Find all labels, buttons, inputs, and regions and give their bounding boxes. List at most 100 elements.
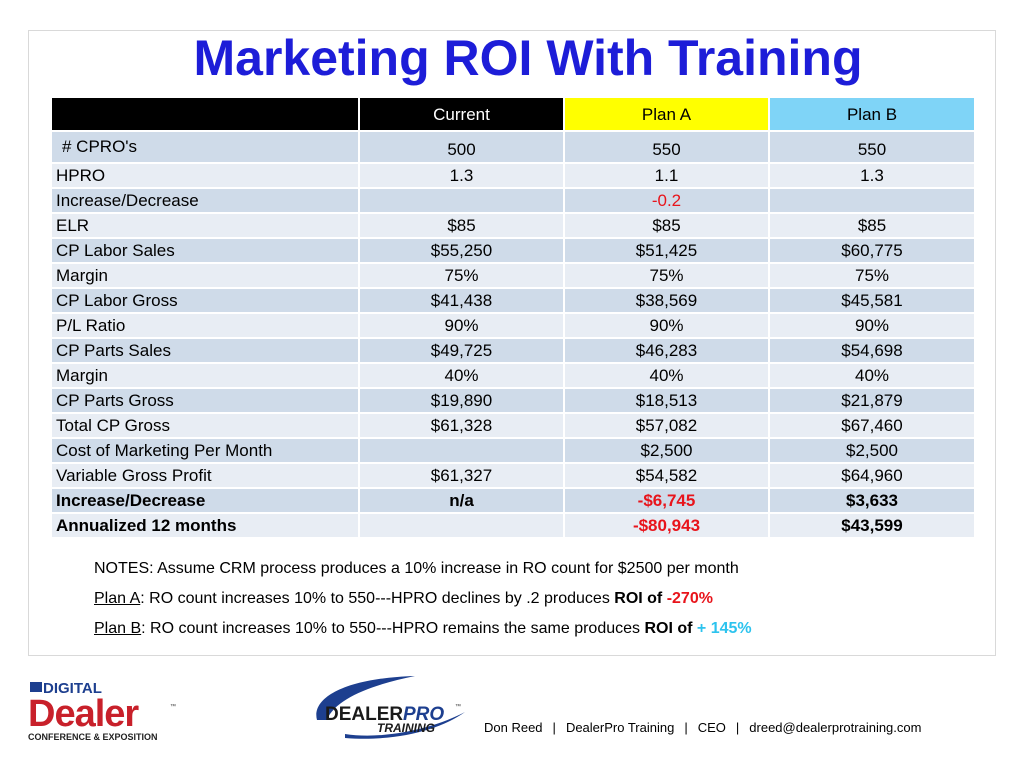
row-label: CP Parts Gross [50, 387, 360, 414]
cell-plan-a: $18,513 [563, 387, 770, 414]
row-label: CP Labor Gross [50, 287, 360, 314]
row-label: # CPRO's [50, 130, 360, 164]
cell-plan-a: $38,569 [563, 287, 770, 314]
row-label: Total CP Gross [50, 412, 360, 439]
cell-plan-b [768, 187, 976, 214]
footer-role: CEO [697, 720, 726, 735]
cell-current: $55,250 [358, 237, 565, 264]
logo-swoosh-lower [345, 712, 465, 739]
footer-company: DealerPro Training [565, 720, 675, 735]
cell-plan-b: $60,775 [768, 237, 976, 264]
cell-plan-b: 40% [768, 362, 976, 389]
cell-plan-a: $51,425 [563, 237, 770, 264]
header-plan-a: Plan A [563, 96, 770, 132]
logo-dealer-word: DEALER [325, 704, 403, 725]
cell-current: $61,328 [358, 412, 565, 439]
plan-b-roi-value: + 145% [696, 620, 752, 637]
cell-plan-a: 40% [563, 362, 770, 389]
cell-current [358, 512, 565, 539]
logo-dp-tm: ™ [455, 703, 461, 710]
cell-plan-a: $46,283 [563, 337, 770, 364]
row-label: Increase/Decrease [50, 187, 360, 214]
cell-plan-a: -$80,943 [563, 512, 770, 539]
plan-a-note-label: Plan A [94, 590, 141, 607]
row-label: Increase/Decrease [50, 487, 360, 514]
cell-plan-a: 75% [563, 262, 770, 289]
cell-plan-a: -0.2 [563, 187, 770, 214]
cell-current: $49,725 [358, 337, 565, 364]
table-row: Annualized 12 months -$80,943 $43,599 [50, 512, 976, 539]
cell-plan-a: $2,500 [563, 437, 770, 464]
cell-plan-a: $54,582 [563, 462, 770, 489]
footer-contact: Don Reed | DealerPro Training | CEO | dreed@de… [484, 720, 921, 735]
header-current: Current [358, 96, 565, 132]
roi-table: Current Plan A Plan B # CPRO's 500 550 5… [50, 96, 976, 539]
plan-b-note-label: Plan B [94, 620, 142, 637]
logo-block [30, 682, 42, 692]
cell-plan-b: 75% [768, 262, 976, 289]
footer-name: Don Reed [484, 720, 543, 735]
cell-plan-a: 90% [563, 312, 770, 339]
logo-pro-word: PRO [403, 704, 444, 725]
plan-a-note: Plan A: RO count increases 10% to 550---… [94, 588, 752, 618]
header-blank-cell [50, 96, 360, 132]
plan-a-roi-value: -270% [666, 590, 713, 607]
row-label: Margin [50, 362, 360, 389]
table-row: CP Parts Sales $49,725 $46,283 $54,698 [50, 337, 976, 364]
cell-plan-b: $64,960 [768, 462, 976, 489]
logo-tm: ™ [170, 703, 176, 710]
slide-frame [28, 30, 996, 656]
logo-training-word: TRAINING [377, 721, 435, 735]
row-label: HPRO [50, 162, 360, 189]
cell-current: 1.3 [358, 162, 565, 189]
footer-separator: | [735, 720, 740, 735]
table-header-row: Current Plan A Plan B [50, 96, 976, 132]
row-label: P/L Ratio [50, 312, 360, 339]
cell-current: $19,890 [358, 387, 565, 414]
cell-current [358, 187, 565, 214]
cell-current: 90% [358, 312, 565, 339]
plan-a-note-text: : RO count increases 10% to 550---HPRO d… [140, 590, 615, 607]
cell-plan-a: 1.1 [563, 162, 770, 189]
cell-plan-a: $85 [563, 212, 770, 239]
logo-conference-text: CONFERENCE & EXPOSITION [28, 732, 158, 742]
cell-plan-b: $45,581 [768, 287, 976, 314]
plan-b-note-text: : RO count increases 10% to 550---HPRO r… [141, 620, 645, 637]
row-label: Margin [50, 262, 360, 289]
cell-plan-b: $21,879 [768, 387, 976, 414]
cell-plan-b: $54,698 [768, 337, 976, 364]
table-row: HPRO 1.3 1.1 1.3 [50, 162, 976, 189]
slide-title: Marketing ROI With Training [193, 30, 863, 86]
cell-plan-a: -$6,745 [563, 487, 770, 514]
notes-section: NOTES: Assume CRM process produces a 10%… [94, 558, 752, 648]
table-row: P/L Ratio 90% 90% 90% [50, 312, 976, 339]
table-row: Increase/Decrease n/a -$6,745 $3,633 [50, 487, 976, 514]
cell-plan-b: 1.3 [768, 162, 976, 189]
table-row: CP Labor Gross $41,438 $38,569 $45,581 [50, 287, 976, 314]
cell-plan-b: $3,633 [768, 487, 976, 514]
cell-current [358, 437, 565, 464]
digital-dealer-logo: DIGITAL Dealer ™ CONFERENCE & EXPOSITION [28, 680, 176, 742]
table-row: ELR $85 $85 $85 [50, 212, 976, 239]
cell-current: 500 [358, 130, 565, 164]
logo-digital-text: DIGITAL [43, 680, 102, 697]
table-row: Variable Gross Profit $61,327 $54,582 $6… [50, 462, 976, 489]
plan-b-roi-label: ROI of [644, 620, 697, 637]
plan-a-roi-label: ROI of [614, 590, 667, 607]
table-row: Cost of Marketing Per Month $2,500 $2,50… [50, 437, 976, 464]
logo-dealer-text: Dealer [28, 693, 139, 735]
footer-email: dreed@dealerprotraining.com [749, 720, 922, 735]
row-label: Cost of Marketing Per Month [50, 437, 360, 464]
table-row: Increase/Decrease -0.2 [50, 187, 976, 214]
cell-plan-b: $85 [768, 212, 976, 239]
plan-b-note: Plan B: RO count increases 10% to 550---… [94, 618, 752, 648]
row-label: Annualized 12 months [50, 512, 360, 539]
footer-separator: | [552, 720, 556, 735]
cell-current: 40% [358, 362, 565, 389]
table-row: CP Labor Sales $55,250 $51,425 $60,775 [50, 237, 976, 264]
cell-plan-a: 550 [563, 130, 770, 164]
cell-plan-b: $67,460 [768, 412, 976, 439]
notes-line: NOTES: Assume CRM process produces a 10%… [94, 560, 739, 577]
cell-current: $41,438 [358, 287, 565, 314]
logo-swoosh [316, 676, 415, 720]
